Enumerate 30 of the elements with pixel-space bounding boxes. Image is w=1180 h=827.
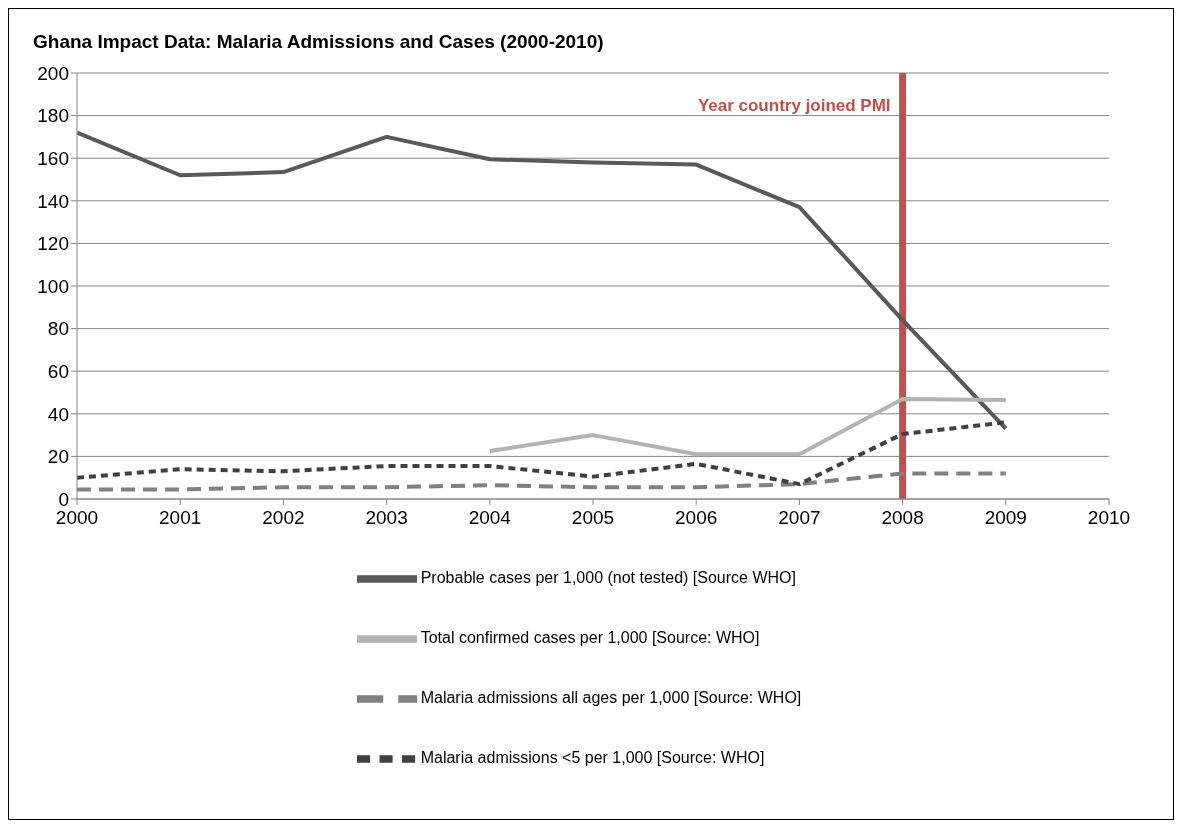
x-tick-label: 2005 — [571, 507, 615, 529]
line-series — [487, 396, 1008, 457]
x-tick-label: 2002 — [262, 507, 305, 529]
x-tick-label: 2006 — [675, 507, 718, 529]
y-tick-label: 40 — [47, 403, 69, 425]
y-tick-label: 100 — [37, 275, 69, 297]
y-tick-label: 200 — [37, 62, 69, 84]
y-tick-label: 60 — [47, 360, 69, 382]
legend-label: Malaria admissions <5 per 1,000 [Source: WHO] — [420, 749, 765, 767]
x-tick-label: 2010 — [1087, 507, 1131, 529]
y-tick-label: 180 — [37, 105, 69, 127]
x-tick-label: 2004 — [468, 507, 512, 529]
chart-title: Ghana Impact Data: Malaria Admissions and Cases (2000-2010) — [33, 31, 604, 53]
legend-label: Probable cases per 1,000 (not tested) [Source WHO] — [420, 569, 796, 587]
y-tick-label: 20 — [47, 446, 69, 468]
x-tick-label: 2008 — [881, 507, 924, 529]
legend-label: Malaria admissions all ages per 1,000 [Source: WHO] — [420, 689, 802, 707]
x-tick-label: 2003 — [365, 507, 408, 529]
y-tick-label: 0 — [58, 488, 69, 510]
y-tick-label: 140 — [37, 190, 69, 212]
x-tick-label: 2007 — [778, 507, 821, 529]
y-tick-label: 120 — [37, 233, 69, 255]
y-tick-label: 160 — [37, 147, 69, 169]
legend-label: Total confirmed cases per 1,000 [Source: WHO] — [420, 629, 760, 647]
x-tick-label: 2009 — [984, 507, 1027, 529]
line-series — [77, 130, 1008, 431]
x-tick-label: 2000 — [55, 507, 99, 529]
ref-line-label: Year country joined PMI — [697, 96, 891, 115]
y-tick-label: 80 — [47, 318, 69, 340]
x-tick-label: 2001 — [159, 507, 202, 529]
